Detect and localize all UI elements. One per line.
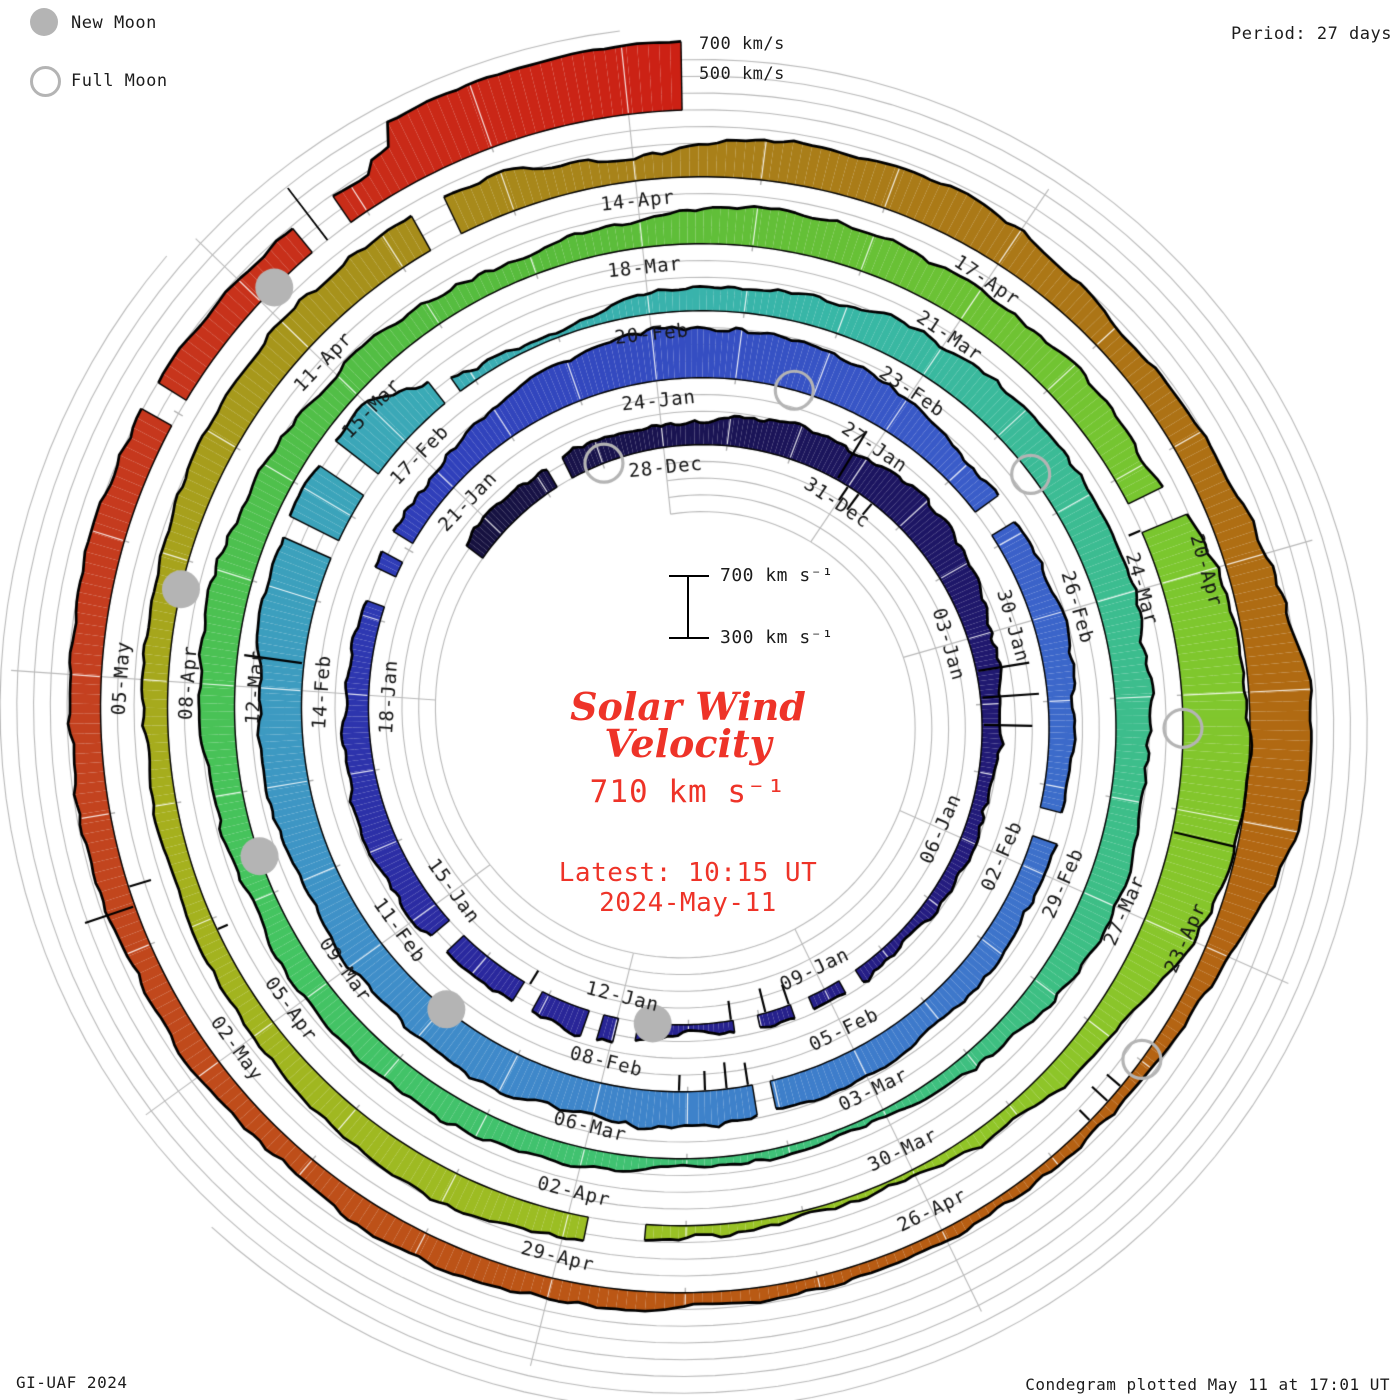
legend-full-moon-label: Full Moon	[71, 71, 168, 91]
chart-title-line1: Solar Wind	[570, 684, 806, 729]
scale-bottom-label: 300 km s⁻¹	[720, 627, 834, 648]
scale-bar-bottom-cap	[669, 637, 709, 639]
full-moon-icon	[30, 66, 61, 97]
new-moon-icon	[30, 8, 58, 36]
plotted-timestamp-label: Condegram plotted May 11 at 17:01 UT	[1025, 1375, 1390, 1394]
chart-title-line2: Velocity	[604, 721, 772, 766]
current-velocity-value: 710 km s⁻¹	[589, 774, 787, 810]
scale-bar-line	[687, 576, 689, 638]
scale-top-label: 700 km s⁻¹	[720, 565, 834, 586]
center-annotation: Solar Wind Velocity 710 km s⁻¹ Latest: 1…	[558, 684, 818, 919]
legend-new-moon-label: New Moon	[71, 13, 157, 33]
latest-date-label: 2024-May-11	[599, 888, 777, 918]
period-label: Period: 27 days	[1230, 24, 1392, 44]
credit-label: GI-UAF 2024	[16, 1373, 128, 1392]
latest-time-label: Latest: 10:15 UT	[558, 858, 818, 888]
outer-scale-700-label: 700 km/s	[699, 34, 785, 54]
outer-scale-500-label: 500 km/s	[699, 64, 785, 84]
scale-bar-top-cap	[669, 575, 709, 577]
